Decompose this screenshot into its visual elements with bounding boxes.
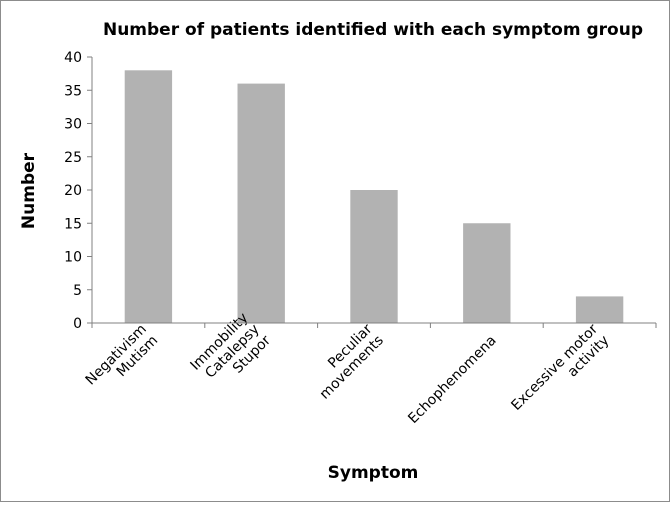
axes — [91, 57, 656, 324]
y-axis-ticks: 0 5 10 15 20 25 30 35 40 — [64, 50, 92, 332]
x-axis-title: Symptom — [328, 463, 419, 483]
y-tick-label: 35 — [64, 83, 82, 99]
x-tick-label: Echophenomena — [405, 333, 499, 427]
x-tick-label: Excessive motoractivity — [508, 321, 612, 425]
x-tick-label: Peculiarmovements — [306, 321, 387, 402]
bar — [124, 70, 173, 323]
y-tick-label: 40 — [64, 50, 82, 66]
bar — [237, 83, 285, 323]
x-tick-label: NegativismMutism — [83, 321, 162, 400]
y-tick-label: 15 — [64, 216, 82, 232]
y-tick-label: 20 — [64, 183, 82, 199]
y-axis-title: Number — [19, 152, 39, 229]
bar — [575, 296, 624, 323]
x-tick-label-line: Echophenomena — [405, 333, 499, 427]
y-tick-label: 30 — [64, 117, 82, 133]
x-axis-ticks: NegativismMutism ImmobilityCatalepsyStupo… — [83, 310, 657, 427]
bars — [124, 70, 624, 323]
y-tick-label: 0 — [73, 316, 82, 332]
chart-title: Number of patients identified with each … — [103, 20, 643, 40]
bar — [350, 190, 398, 323]
y-tick-label: 10 — [64, 250, 82, 266]
y-tick-label: 25 — [64, 150, 82, 166]
y-tick-label: 5 — [73, 283, 82, 299]
bar — [463, 223, 511, 323]
